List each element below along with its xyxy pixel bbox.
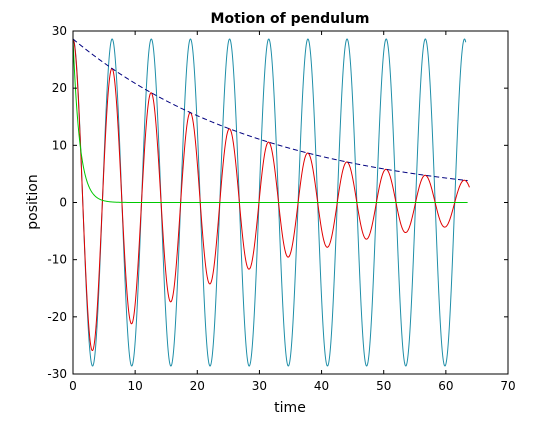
x-tick-label: 70	[500, 379, 515, 393]
y-tick-label: 0	[59, 196, 67, 210]
series-line-2	[72, 38, 470, 352]
y-tick-label: -20	[47, 310, 67, 324]
x-tick-label: 60	[438, 379, 453, 393]
y-tick-label: 10	[52, 138, 67, 152]
x-tick-label: 30	[252, 379, 267, 393]
x-tick-label: 10	[128, 379, 143, 393]
series-line-4	[72, 38, 468, 203]
x-axis-label: time	[274, 400, 306, 416]
x-tick-label: 40	[314, 379, 329, 393]
y-tick-label: 20	[52, 81, 67, 95]
y-tick-label: -10	[47, 253, 67, 267]
x-tick-label: 20	[190, 379, 205, 393]
y-tick-label: -30	[47, 367, 67, 381]
series-line-1	[72, 38, 467, 367]
y-tick-label: 30	[52, 24, 67, 38]
series-line-3	[72, 38, 468, 182]
y-axis-label: position	[25, 174, 41, 229]
x-tick-label: 0	[69, 379, 77, 393]
x-tick-label: 50	[376, 379, 391, 393]
chart-title: Motion of pendulum	[211, 11, 370, 27]
